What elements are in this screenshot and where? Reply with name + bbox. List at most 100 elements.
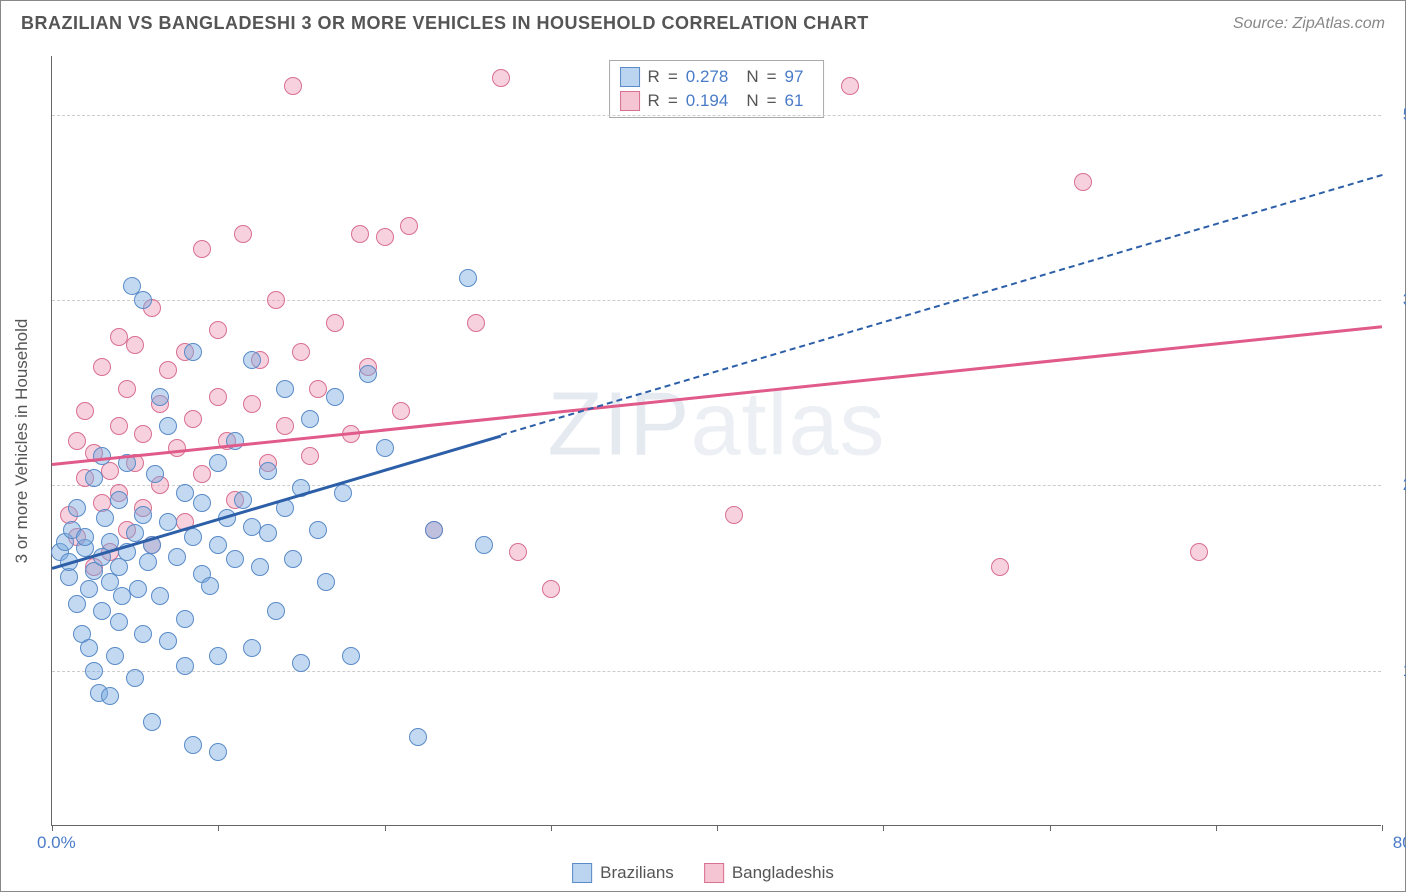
scatter-point-bangladeshi	[392, 402, 410, 420]
scatter-point-bangladeshi	[110, 328, 128, 346]
scatter-point-brazilian	[309, 521, 327, 539]
scatter-point-brazilian	[106, 647, 124, 665]
scatter-point-bangladeshi	[467, 314, 485, 332]
scatter-point-bangladeshi	[184, 410, 202, 428]
scatter-point-brazilian	[151, 388, 169, 406]
x-tick	[1382, 825, 1383, 831]
scatter-point-brazilian	[475, 536, 493, 554]
scatter-point-brazilian	[129, 580, 147, 598]
scatter-point-brazilian	[134, 625, 152, 643]
scatter-point-brazilian	[139, 553, 157, 571]
gridline	[52, 671, 1381, 672]
x-max-label: 80.0%	[1393, 833, 1406, 853]
scatter-point-brazilian	[80, 639, 98, 657]
scatter-point-brazilian	[101, 687, 119, 705]
chart-container: BRAZILIAN VS BANGLADESHI 3 OR MORE VEHIC…	[0, 0, 1406, 892]
x-tick	[385, 825, 386, 831]
scatter-point-bangladeshi	[326, 314, 344, 332]
scatter-point-bangladeshi	[400, 217, 418, 235]
scatter-point-bangladeshi	[159, 361, 177, 379]
scatter-point-bangladeshi	[376, 228, 394, 246]
swatch-brazilians	[572, 863, 592, 883]
x-tick	[551, 825, 552, 831]
scatter-point-brazilian	[110, 491, 128, 509]
scatter-point-brazilian	[159, 632, 177, 650]
scatter-point-brazilian	[259, 462, 277, 480]
x-tick	[52, 825, 53, 831]
y-axis-title: 3 or more Vehicles in Household	[12, 318, 32, 563]
watermark: ZIPatlas	[547, 374, 885, 477]
scatter-point-brazilian	[259, 524, 277, 542]
plot-area: 3 or more Vehicles in Household ZIPatlas…	[51, 56, 1381, 826]
r-val-brazilians: 0.278	[686, 67, 729, 87]
scatter-point-brazilian	[209, 743, 227, 761]
scatter-point-brazilian	[425, 521, 443, 539]
scatter-point-brazilian	[243, 518, 261, 536]
scatter-point-brazilian	[409, 728, 427, 746]
r-label: R	[648, 91, 660, 111]
scatter-point-brazilian	[85, 469, 103, 487]
gridline	[52, 300, 1381, 301]
scatter-point-brazilian	[193, 494, 211, 512]
legend-item-bangladeshis: Bangladeshis	[704, 863, 834, 883]
x-tick	[1050, 825, 1051, 831]
scatter-point-brazilian	[126, 524, 144, 542]
scatter-point-bangladeshi	[309, 380, 327, 398]
scatter-point-brazilian	[226, 432, 244, 450]
scatter-point-bangladeshi	[725, 506, 743, 524]
scatter-point-brazilian	[143, 713, 161, 731]
scatter-point-bangladeshi	[209, 388, 227, 406]
eq-label: =	[767, 91, 777, 111]
scatter-point-brazilian	[209, 647, 227, 665]
eq-label: =	[668, 91, 678, 111]
scatter-point-brazilian	[146, 465, 164, 483]
scatter-point-bangladeshi	[126, 336, 144, 354]
scatter-point-bangladeshi	[267, 291, 285, 309]
scatter-point-brazilian	[184, 528, 202, 546]
scatter-point-brazilian	[184, 736, 202, 754]
swatch-bangladeshis	[704, 863, 724, 883]
scatter-point-bangladeshi	[841, 77, 859, 95]
scatter-point-brazilian	[176, 657, 194, 675]
scatter-point-brazilian	[151, 587, 169, 605]
scatter-point-brazilian	[168, 548, 186, 566]
eq-label: =	[668, 67, 678, 87]
r-label: R	[648, 67, 660, 87]
scatter-point-bangladeshi	[492, 69, 510, 87]
scatter-point-bangladeshi	[301, 447, 319, 465]
scatter-point-brazilian	[110, 613, 128, 631]
scatter-point-brazilian	[317, 573, 335, 591]
x-tick	[883, 825, 884, 831]
scatter-point-brazilian	[159, 417, 177, 435]
scatter-point-brazilian	[234, 491, 252, 509]
scatter-point-brazilian	[334, 484, 352, 502]
scatter-point-brazilian	[243, 639, 261, 657]
scatter-point-bangladeshi	[234, 225, 252, 243]
scatter-point-brazilian	[209, 454, 227, 472]
n-label: N	[746, 67, 758, 87]
gridline	[52, 485, 1381, 486]
watermark-light: atlas	[690, 375, 885, 475]
scatter-point-brazilian	[93, 447, 111, 465]
scatter-point-brazilian	[342, 647, 360, 665]
scatter-point-bangladeshi	[209, 321, 227, 339]
scatter-point-brazilian	[359, 365, 377, 383]
scatter-point-bangladeshi	[134, 425, 152, 443]
scatter-point-bangladeshi	[93, 358, 111, 376]
scatter-point-bangladeshi	[193, 465, 211, 483]
scatter-point-brazilian	[251, 558, 269, 576]
scatter-point-bangladeshi	[284, 77, 302, 95]
scatter-point-brazilian	[113, 587, 131, 605]
scatter-point-brazilian	[80, 580, 98, 598]
x-tick	[1216, 825, 1217, 831]
scatter-point-brazilian	[301, 410, 319, 428]
scatter-point-brazilian	[96, 509, 114, 527]
x-tick	[218, 825, 219, 831]
scatter-point-brazilian	[176, 484, 194, 502]
scatter-point-brazilian	[159, 513, 177, 531]
x-tick	[717, 825, 718, 831]
stats-legend: R = 0.278 N = 97 R = 0.194 N = 61	[609, 60, 825, 118]
scatter-point-bangladeshi	[351, 225, 369, 243]
scatter-point-brazilian	[326, 388, 344, 406]
scatter-point-bangladeshi	[1074, 173, 1092, 191]
